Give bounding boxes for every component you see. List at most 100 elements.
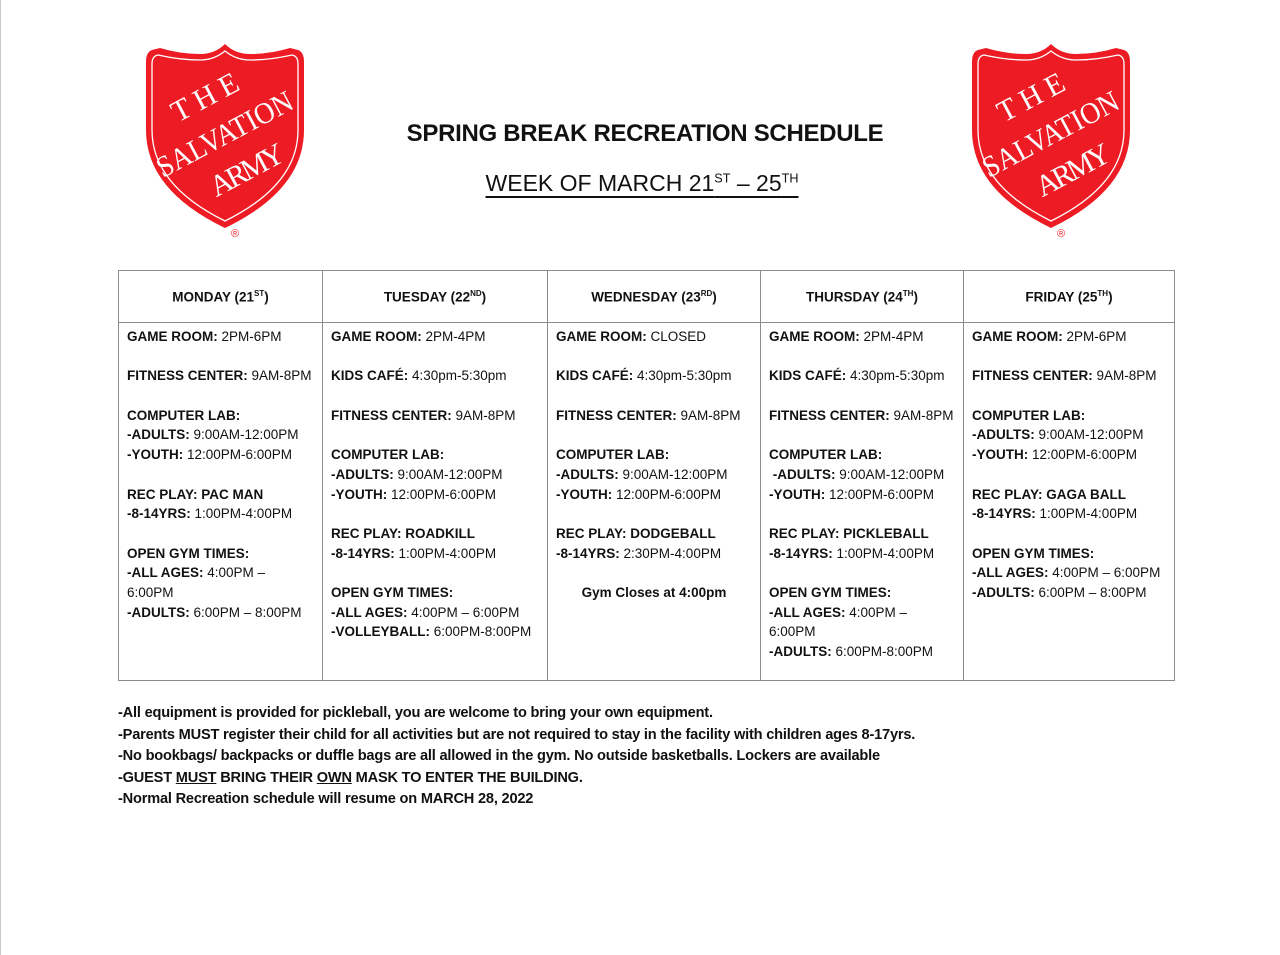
schedule-value: 2PM-6PM	[217, 329, 282, 344]
schedule-label: COMPUTER LAB:	[972, 407, 1086, 423]
schedule-line: OPEN GYM TIMES:	[769, 583, 963, 603]
day-close: )	[712, 289, 717, 305]
schedule-label: -YOUTH:	[556, 486, 613, 502]
schedule-line	[127, 524, 322, 544]
day-name: WEDNESDAY (23	[591, 289, 701, 305]
schedule-label: -ADULTS:	[972, 585, 1035, 601]
schedule-label: KIDS CAFÉ:	[331, 368, 409, 384]
day-close: )	[1108, 289, 1113, 305]
note-text: -No bookbags/ backpacks or duffle bags a…	[118, 748, 880, 765]
note-text: BRING THEIR	[216, 769, 317, 786]
schedule-value: 12:00PM-6:00PM	[1028, 447, 1138, 463]
day-suffix: TH	[1097, 288, 1109, 298]
schedule-line: -ALL AGES: 4:00PM – 6:00PM	[972, 563, 1174, 583]
schedule-line: -ADULTS: 6:00PM – 8:00PM	[972, 583, 1174, 603]
schedule-label: GAME ROOM:	[331, 329, 422, 344]
schedule-label: GAME ROOM:	[556, 329, 647, 344]
schedule-value: 4:30pm-5:30pm	[846, 368, 945, 384]
schedule-line	[972, 347, 1174, 367]
schedule-label: -8-14YRS:	[769, 545, 833, 561]
shield-icon	[972, 44, 1130, 228]
schedule-line: -ALL AGES: 4:00PM –	[769, 603, 963, 623]
schedule-line	[769, 386, 963, 406]
shield-icon	[146, 44, 304, 228]
note-line: -Normal Recreation schedule will resume …	[118, 789, 918, 811]
day-name: FRIDAY (25	[1025, 289, 1098, 305]
schedule-line: KIDS CAFÉ: 4:30pm-5:30pm	[556, 366, 760, 386]
schedule-label: -YOUTH:	[972, 447, 1029, 463]
schedule-label: FITNESS CENTER:	[972, 368, 1093, 384]
day-name: TUESDAY (22	[383, 289, 471, 305]
day-header-1: TUESDAY (22ND)	[322, 270, 548, 323]
schedule-line	[769, 425, 963, 445]
notes-section: -All equipment is provided for picklebal…	[118, 703, 918, 811]
schedule-value: 6:00PM-8:00PM	[430, 624, 532, 640]
schedule-line: -8-14YRS: 1:00PM-4:00PM	[769, 544, 963, 564]
note-text: MASK TO ENTER THE BUILDING.	[351, 769, 583, 786]
schedule-label: REC PLAY: ROADKILL	[331, 525, 476, 541]
schedule-table: MONDAY (21ST) TUESDAY (22ND) WEDNESDAY (23…	[118, 270, 1175, 681]
schedule-line	[331, 347, 547, 367]
schedule-line: FITNESS CENTER: 9AM-8PM	[769, 406, 963, 426]
schedule-line: GAME ROOM: 2PM-4PM	[331, 327, 547, 347]
day-note: Gym Closes at 4:00pm	[581, 585, 727, 601]
schedule-line: -8-14YRS: 2:30PM-4:00PM	[556, 544, 760, 564]
day-header-2: WEDNESDAY (23RD)	[547, 270, 761, 323]
schedule-value: 9AM-8PM	[889, 407, 954, 423]
schedule-line	[769, 347, 963, 367]
schedule-line	[972, 386, 1174, 406]
schedule-value: 9:00AM-12:00PM	[618, 466, 728, 482]
day-name: MONDAY (21	[172, 289, 255, 305]
schedule-label: -VOLLEYBALL:	[331, 624, 430, 640]
schedule-label: -ADULTS:	[769, 644, 832, 660]
schedule-label: -ADULTS:	[331, 466, 394, 482]
day-cell-1: GAME ROOM: 2PM-4PM KIDS CAFÉ: 4:30pm-5:30…	[322, 322, 548, 681]
note-text: -All equipment is provided for picklebal…	[118, 705, 713, 721]
schedule-label: -ADULTS:	[556, 466, 619, 482]
schedule-line: 6:00PM	[769, 622, 963, 642]
day-header-4: FRIDAY (25TH)	[963, 270, 1175, 323]
schedule-label: GAME ROOM:	[972, 329, 1063, 344]
schedule-label: GAME ROOM:	[127, 329, 218, 344]
schedule-line: FITNESS CENTER: 9AM-8PM	[972, 366, 1174, 386]
schedule-line: GAME ROOM: 2PM-6PM	[972, 327, 1174, 347]
schedule-label: -ADULTS:	[127, 427, 190, 443]
schedule-label: GAME ROOM:	[769, 329, 860, 344]
schedule-line: -ADULTS: 6:00PM – 8:00PM	[127, 603, 322, 623]
schedule-value: 9:00AM-12:00PM	[835, 466, 945, 482]
subtitle-sup-2: TH	[781, 171, 799, 186]
schedule-value: 9:00AM-12:00PM	[189, 427, 299, 443]
schedule-label: OPEN GYM TIMES:	[972, 545, 1095, 561]
day-cell-0: GAME ROOM: 2PM-6PM FITNESS CENTER: 9AM-8P…	[118, 322, 323, 681]
schedule-line	[127, 347, 322, 367]
schedule-label: OPEN GYM TIMES:	[331, 585, 454, 601]
schedule-value: CLOSED	[646, 329, 707, 344]
day-suffix: ND	[470, 288, 482, 298]
schedule-line: -ALL AGES: 4:00PM –	[127, 563, 322, 583]
schedule-value: 9:00AM-12:00PM	[1034, 427, 1144, 443]
schedule-line: -YOUTH: 12:00PM-6:00PM	[127, 445, 322, 465]
day-suffix: ST	[254, 288, 265, 298]
schedule-value: 4:30pm-5:30pm	[633, 368, 732, 384]
schedule-label: -YOUTH:	[127, 447, 184, 463]
schedule-label: REC PLAY: GAGA BALL	[972, 486, 1127, 502]
schedule-line: COMPUTER LAB:	[556, 445, 760, 465]
schedule-body-row: GAME ROOM: 2PM-6PM FITNESS CENTER: 9AM-8P…	[118, 322, 1175, 681]
schedule-value: 9AM-8PM	[451, 407, 516, 423]
schedule-label: COMPUTER LAB:	[331, 447, 445, 463]
schedule-line	[556, 504, 760, 524]
note-text: -Normal Recreation schedule will resume …	[118, 791, 534, 808]
subtitle-end: – 25	[730, 170, 782, 196]
schedule-line	[556, 386, 760, 406]
schedule-value: 12:00PM-6:00PM	[387, 486, 497, 502]
schedule-label: -ALL AGES:	[127, 565, 204, 581]
schedule-line: -YOUTH: 12:00PM-6:00PM	[556, 485, 760, 505]
schedule-label: -YOUTH:	[331, 486, 388, 502]
schedule-value: 6:00PM	[769, 624, 816, 640]
schedule-line	[331, 386, 547, 406]
schedule-line: -VOLLEYBALL: 6:00PM-8:00PM	[331, 622, 547, 642]
schedule-line: -ADULTS: 9:00AM-12:00PM	[556, 465, 760, 485]
schedule-line	[972, 524, 1174, 544]
schedule-line: REC PLAY: DODGEBALL	[556, 524, 760, 544]
schedule-line: FITNESS CENTER: 9AM-8PM	[127, 366, 322, 386]
